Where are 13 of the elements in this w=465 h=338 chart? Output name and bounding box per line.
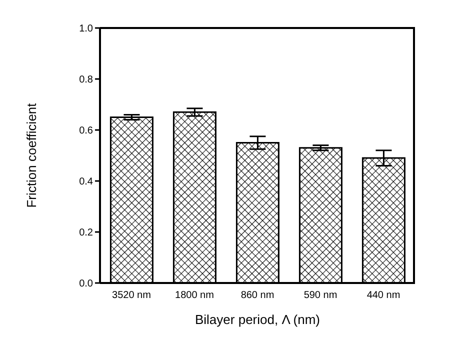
y-tick-label: 0.2 bbox=[79, 228, 94, 239]
y-tick-label: 0.6 bbox=[79, 126, 94, 137]
x-tick-label: 590 nm bbox=[304, 290, 338, 302]
y-axis-title: Friction coefficient bbox=[24, 102, 39, 208]
x-tick-label: 860 nm bbox=[240, 290, 274, 302]
y-tick-label: 0.4 bbox=[79, 176, 94, 188]
y-tick-label: 0.8 bbox=[79, 74, 94, 86]
x-axis-title: Bilayer period, Λ (nm) bbox=[194, 312, 320, 327]
y-tick-label: 1.0 bbox=[79, 24, 94, 35]
x-tick-label: 440 nm bbox=[366, 290, 400, 302]
x-tick-label: 3520 nm bbox=[112, 290, 151, 302]
x-tick-label: 1800 nm bbox=[175, 290, 214, 302]
y-tick-label: 0.0 bbox=[79, 278, 94, 290]
